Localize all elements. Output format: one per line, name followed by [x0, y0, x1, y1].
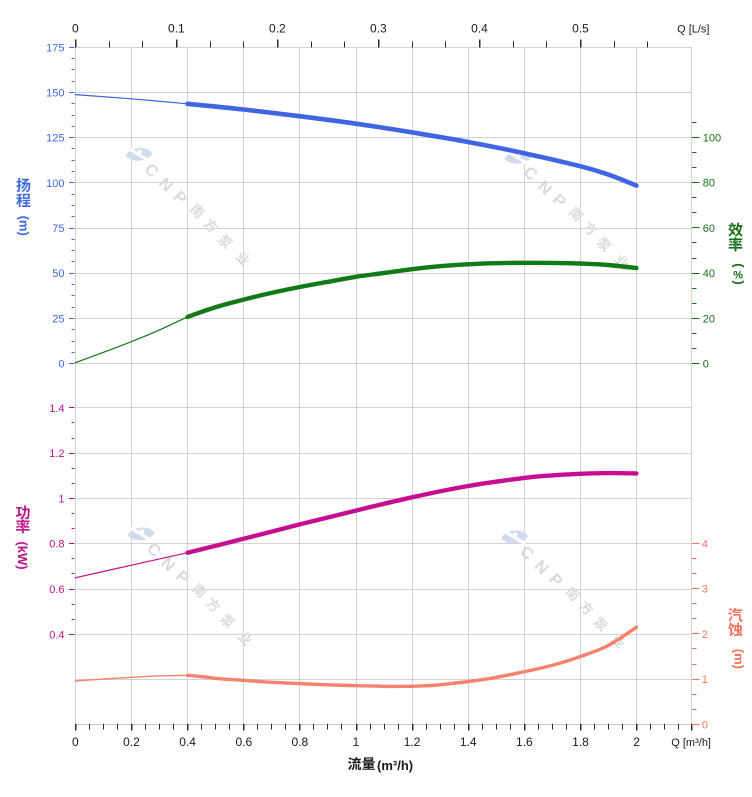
svg-text:0: 0: [703, 359, 709, 371]
svg-text:(m³/h): (m³/h): [373, 758, 413, 773]
svg-text:1: 1: [702, 674, 708, 686]
svg-text:(m): (m): [732, 649, 747, 669]
svg-text:0: 0: [702, 719, 708, 731]
svg-text:0.5: 0.5: [572, 22, 589, 36]
svg-text:50: 50: [52, 268, 64, 280]
svg-text:20: 20: [703, 313, 715, 325]
svg-text:125: 125: [46, 133, 64, 145]
svg-text:0.2: 0.2: [123, 735, 140, 749]
svg-text:%: %: [733, 269, 743, 281]
svg-text:0.4: 0.4: [49, 629, 64, 641]
svg-text:40: 40: [703, 268, 715, 280]
svg-text:1.2: 1.2: [404, 735, 421, 749]
svg-text:0.8: 0.8: [49, 539, 64, 551]
svg-text:1.2: 1.2: [49, 448, 64, 460]
svg-text:0.3: 0.3: [370, 22, 387, 36]
svg-text:0: 0: [72, 22, 79, 36]
svg-text:100: 100: [703, 132, 721, 144]
svg-text:100: 100: [46, 178, 64, 190]
svg-text:(m): (m): [16, 216, 31, 236]
svg-text:1: 1: [58, 493, 64, 505]
svg-text:2: 2: [633, 735, 640, 749]
svg-text:80: 80: [703, 178, 715, 190]
svg-text:75: 75: [52, 223, 64, 235]
svg-text:4: 4: [702, 538, 708, 550]
svg-text:60: 60: [703, 223, 715, 235]
svg-text:1.6: 1.6: [516, 735, 533, 749]
svg-text:0.4: 0.4: [471, 22, 488, 36]
svg-text:25: 25: [52, 313, 64, 325]
svg-text:1.8: 1.8: [572, 735, 589, 749]
svg-text:1.4: 1.4: [460, 735, 477, 749]
svg-text:(kW): (kW): [15, 541, 30, 569]
svg-text:175: 175: [46, 42, 64, 54]
svg-text:2: 2: [702, 629, 708, 641]
svg-text:0: 0: [72, 735, 79, 749]
svg-text:1: 1: [353, 735, 360, 749]
svg-text:0.6: 0.6: [49, 584, 64, 596]
svg-text:0.8: 0.8: [292, 735, 309, 749]
svg-text:0.6: 0.6: [235, 735, 252, 749]
svg-text:150: 150: [46, 88, 64, 100]
svg-text:0.2: 0.2: [269, 22, 286, 36]
svg-text:1.4: 1.4: [49, 403, 64, 415]
svg-text:): ): [732, 280, 747, 284]
svg-text:(: (: [732, 263, 747, 268]
svg-text:Q [m³/h]: Q [m³/h]: [671, 737, 711, 749]
svg-text:Q [L/s]: Q [L/s]: [677, 24, 709, 36]
svg-text:0.1: 0.1: [168, 22, 185, 36]
svg-text:3: 3: [702, 584, 708, 596]
svg-text:0.4: 0.4: [179, 735, 196, 749]
svg-text:0: 0: [58, 359, 64, 371]
